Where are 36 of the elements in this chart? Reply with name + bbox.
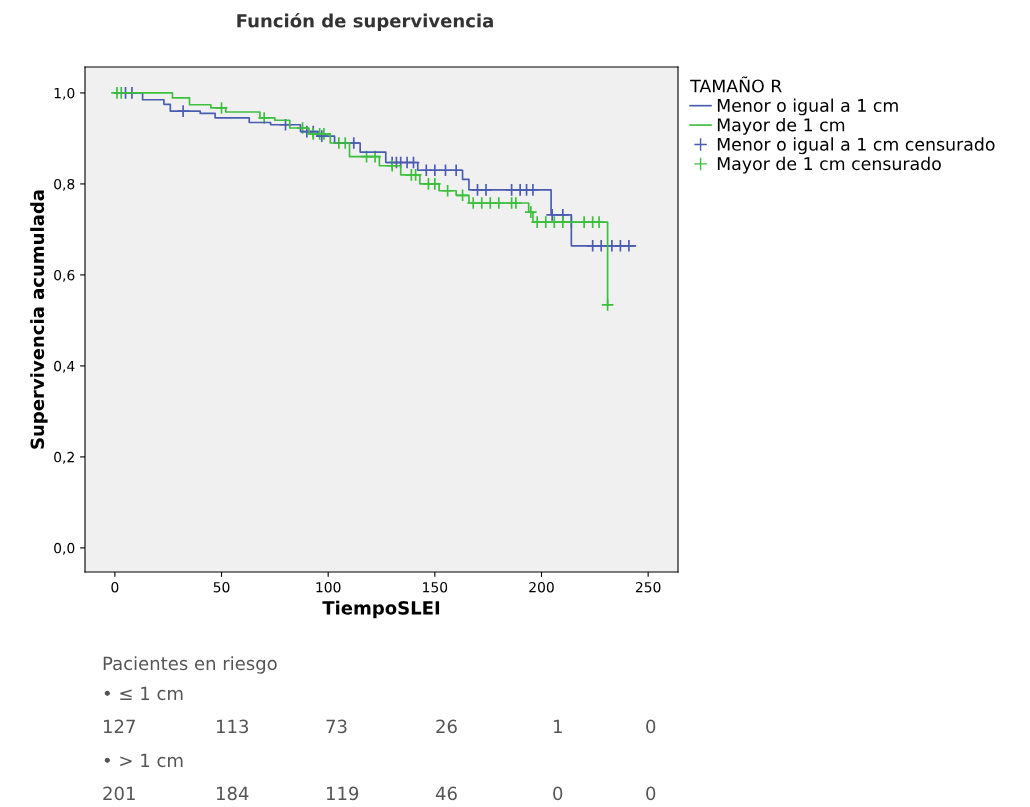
y-tick-label: 0,4 xyxy=(54,360,75,373)
y-tick-label: 1,0 xyxy=(54,87,75,100)
text: 184 xyxy=(216,786,249,801)
legend-label: Mayor de 1 cm xyxy=(717,117,845,135)
text: 113 xyxy=(216,719,249,734)
text: 0 xyxy=(553,786,563,801)
y-tick-label: 0,8 xyxy=(54,178,75,191)
x-tick-label: 200 xyxy=(529,581,554,593)
text: 0 xyxy=(646,719,656,734)
legend-label: Mayor de 1 cm censurado xyxy=(717,156,941,174)
legend-label: Menor o igual a 1 cm censurado xyxy=(717,137,995,155)
text: • > 1 cm xyxy=(104,753,183,768)
text: 26 xyxy=(436,719,457,734)
y-tick-label: 0,6 xyxy=(54,269,75,282)
text: • ≤ 1 cm xyxy=(104,686,183,701)
text: 1 xyxy=(553,719,562,733)
x-tick-label: 0 xyxy=(111,581,119,593)
chart-title: Función de supervivencia xyxy=(237,12,493,32)
text: 73 xyxy=(326,719,347,734)
legend-label: Menor o igual a 1 cm xyxy=(717,98,898,116)
text: 46 xyxy=(435,786,457,801)
x-tick-label: 250 xyxy=(635,581,661,593)
text: 119 xyxy=(326,786,359,801)
y-axis-title: Supervivencia acumulada xyxy=(30,190,48,449)
x-tick-label: 150 xyxy=(423,581,448,593)
y-tick-label: 0,0 xyxy=(54,542,75,555)
text: Pacientes en riesgo xyxy=(103,656,277,674)
legend-title: TAMAÑO R xyxy=(690,76,782,93)
text: 127 xyxy=(103,719,135,733)
x-axis-title: TiempoSLEI xyxy=(322,600,440,619)
text: 0 xyxy=(646,786,656,801)
x-tick-label: 100 xyxy=(316,581,341,593)
point xyxy=(524,205,538,219)
x-tick-label: 50 xyxy=(213,581,230,593)
y-tick-label: 0,2 xyxy=(54,451,74,464)
text: 201 xyxy=(103,786,135,801)
